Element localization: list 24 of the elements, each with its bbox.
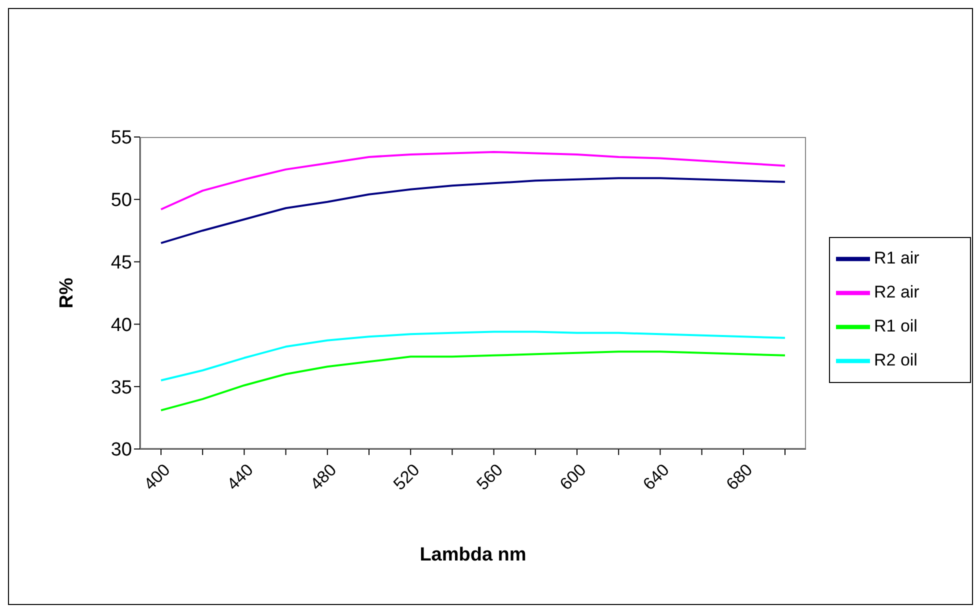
legend-label: R2 air (874, 282, 920, 302)
x-tick-label: 440 (223, 460, 257, 494)
line-series (160, 150, 786, 210)
x-axis-title: Lambda nm (420, 544, 526, 566)
line-series (160, 350, 786, 412)
x-tick-label: 680 (722, 460, 756, 494)
x-tick-label: 400 (140, 460, 174, 494)
x-tick-label: 560 (473, 460, 507, 494)
line-series (160, 330, 786, 382)
y-tick-label: 40 (110, 314, 132, 336)
legend-label: R1 oil (874, 316, 918, 336)
y-tick-label: 45 (110, 252, 132, 274)
x-tick-label: 600 (556, 460, 590, 494)
legend-label: R2 oil (874, 350, 918, 370)
y-tick-label: 55 (110, 128, 132, 149)
legend-label: R1 air (874, 248, 920, 268)
y-tick-label: 35 (110, 377, 132, 398)
x-tick-label: 640 (639, 460, 673, 494)
x-tick-label: 480 (306, 460, 340, 494)
y-tick-label: 50 (110, 190, 132, 212)
y-axis-title: R% (56, 278, 78, 308)
y-tick-label: 30 (110, 440, 132, 461)
x-tick-label: 520 (390, 460, 424, 494)
line-series (160, 177, 786, 244)
